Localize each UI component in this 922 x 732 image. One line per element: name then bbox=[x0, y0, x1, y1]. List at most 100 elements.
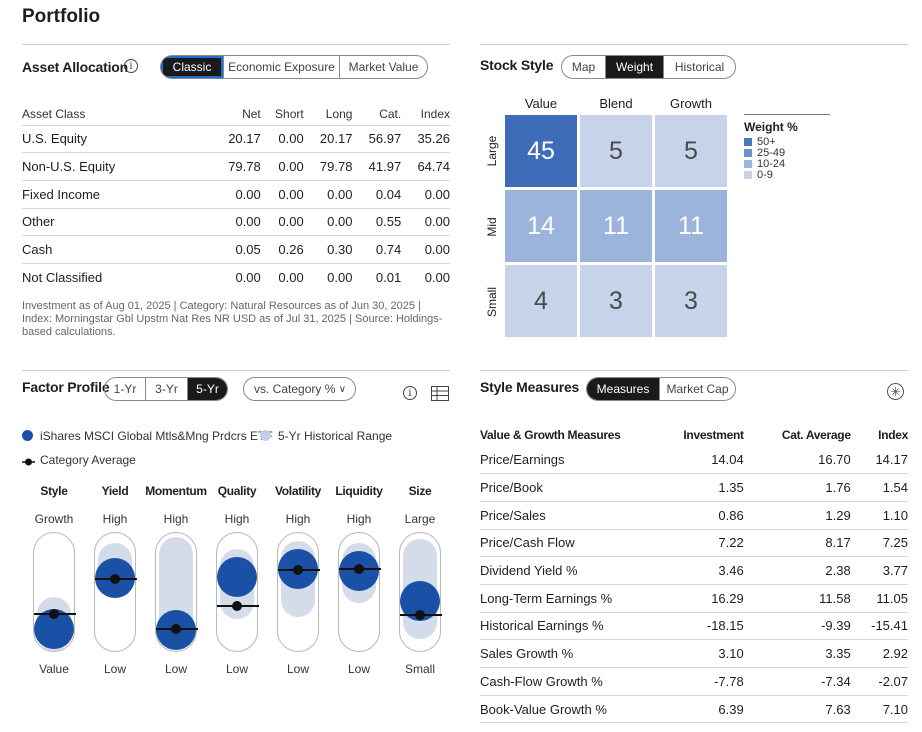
factor-top-label: Growth bbox=[34, 512, 74, 526]
table-row: Historical Earnings % -18.15 -9.39 -15.41 bbox=[480, 612, 908, 641]
measure-value-cell: -7.34 bbox=[743, 667, 851, 696]
measure-value-cell: 16.70 bbox=[743, 446, 851, 475]
column-header: Cat. bbox=[379, 106, 402, 121]
measure-name-cell: Cash-Flow Growth % bbox=[480, 667, 650, 696]
value-cell: 0.00 bbox=[401, 179, 450, 209]
style-row-large: Large bbox=[485, 135, 499, 167]
measure-value-cell: -9.39 bbox=[743, 612, 851, 641]
column-header: Index bbox=[420, 106, 450, 121]
factor-bottom-label: Small bbox=[404, 662, 435, 676]
legend-label: 50+ bbox=[757, 135, 776, 148]
divider bbox=[480, 370, 908, 371]
column-header: Long bbox=[325, 106, 353, 121]
settings-icon[interactable]: ✳ bbox=[887, 383, 904, 400]
stock-style-title: Stock Style bbox=[480, 57, 554, 73]
tab-historical[interactable]: Historical bbox=[663, 56, 735, 78]
tab-classic[interactable]: Classic bbox=[161, 56, 223, 78]
tab-1yr[interactable]: 1-Yr bbox=[113, 382, 137, 396]
measure-value-cell: 2.38 bbox=[743, 556, 851, 585]
measure-value-cell: 8.17 bbox=[743, 529, 851, 558]
legend-title: Weight % bbox=[744, 120, 798, 134]
factor-top-label: High bbox=[346, 512, 372, 526]
tab-3yr[interactable]: 3-Yr bbox=[145, 378, 187, 400]
legend-item: 10-24 bbox=[744, 158, 830, 170]
measure-value-cell: 14.04 bbox=[650, 446, 744, 475]
stock-style-tabs: Map Weight Historical bbox=[561, 55, 736, 79]
table-row: Sales Growth % 3.10 3.35 2.92 bbox=[480, 639, 908, 668]
legend-rule bbox=[744, 114, 830, 115]
chevron-down-icon: ∨ bbox=[338, 383, 347, 395]
fund-legend-label: iShares MSCI Global Mtls&Mng Prdcrs ETF bbox=[40, 429, 273, 443]
measure-name-cell: Price/Sales bbox=[480, 501, 650, 530]
divider bbox=[22, 370, 450, 371]
compare-dropdown[interactable]: vs. Category % ∨ bbox=[243, 377, 356, 401]
legend-swatch bbox=[744, 137, 752, 146]
range-legend-dot bbox=[260, 430, 271, 441]
tab-market-value[interactable]: Market Value bbox=[339, 56, 427, 78]
legend-label: 0-9 bbox=[757, 168, 773, 181]
style-box-cell: 3 bbox=[580, 265, 652, 337]
value-cell: 0.00 bbox=[303, 179, 353, 209]
measure-value-cell: 0.86 bbox=[650, 501, 744, 530]
tab-economic-exposure[interactable]: Economic Exposure bbox=[223, 56, 339, 78]
measure-value-cell: 7.63 bbox=[743, 695, 851, 724]
measure-value-cell: 1.35 bbox=[650, 473, 744, 502]
avg-legend-icon bbox=[22, 455, 35, 466]
tab-weight[interactable]: Weight bbox=[605, 56, 663, 78]
category-average-dot bbox=[171, 624, 181, 634]
divider bbox=[22, 44, 450, 45]
table-row: Long-Term Earnings % 16.29 11.58 11.05 bbox=[480, 584, 908, 613]
value-cell: 0.26 bbox=[260, 235, 304, 264]
value-cell: 35.26 bbox=[401, 124, 450, 153]
value-cell: 79.78 bbox=[303, 152, 353, 181]
tab-map[interactable]: Map bbox=[571, 60, 596, 74]
value-cell: 0.00 bbox=[212, 207, 261, 236]
measure-value-cell: 11.05 bbox=[850, 584, 908, 613]
column-header: Cat. Average bbox=[781, 427, 851, 442]
style-row-mid: Mid bbox=[485, 217, 499, 237]
tab-5yr[interactable]: 5-Yr bbox=[187, 378, 227, 400]
info-icon[interactable]: i bbox=[124, 59, 138, 73]
value-cell: 20.17 bbox=[212, 124, 261, 153]
factor-top-label: High bbox=[163, 512, 189, 526]
measure-name-cell: Long-Term Earnings % bbox=[480, 584, 650, 613]
value-cell: 0.00 bbox=[260, 152, 304, 181]
table-row: Not Classified 0.00 0.00 0.00 0.01 0.00 bbox=[22, 262, 450, 292]
factor-top-label: High bbox=[285, 512, 311, 526]
value-cell: 0.00 bbox=[260, 207, 304, 236]
style-box-cell: 45 bbox=[505, 115, 577, 187]
range-legend-label: 5-Yr Historical Range bbox=[278, 429, 393, 443]
measure-value-cell: 11.58 bbox=[743, 584, 851, 613]
table-row: Price/Cash Flow 7.22 8.17 7.25 bbox=[480, 529, 908, 558]
tab-measures[interactable]: Measures bbox=[587, 378, 659, 400]
legend-swatch bbox=[744, 170, 752, 179]
weight-legend: Weight % 50+ 25-49 10-24 0-9 bbox=[744, 114, 830, 181]
value-cell: 0.00 bbox=[303, 262, 353, 292]
value-cell: 0.00 bbox=[260, 262, 304, 292]
style-box-cell: 4 bbox=[505, 265, 577, 337]
measure-value-cell: 7.25 bbox=[850, 529, 908, 558]
style-box-cell: 3 bbox=[655, 265, 727, 337]
factor-bottom-label: Low bbox=[164, 662, 187, 676]
info-icon[interactable]: i bbox=[403, 386, 417, 400]
allocation-footnote: Investment as of Aug 01, 2025 | Category… bbox=[22, 300, 443, 338]
style-box-cell: 5 bbox=[580, 115, 652, 187]
value-cell: 0.00 bbox=[260, 179, 304, 209]
measure-value-cell: 7.22 bbox=[650, 529, 744, 558]
table-view-icon[interactable] bbox=[431, 386, 449, 401]
style-measures-tabs: Measures Market Cap bbox=[586, 377, 736, 401]
compare-dropdown-label: vs. Category % ∨ bbox=[244, 378, 355, 400]
measure-value-cell: 1.29 bbox=[743, 501, 851, 530]
table-row: Dividend Yield % 3.46 2.38 3.77 bbox=[480, 556, 908, 585]
fund-position-dot bbox=[217, 557, 257, 597]
value-cell: 64.74 bbox=[401, 152, 450, 181]
factor-gauge bbox=[216, 532, 259, 652]
category-average-dot bbox=[49, 609, 59, 619]
measure-name-cell: Price/Cash Flow bbox=[480, 529, 650, 558]
measure-value-cell: -2.07 bbox=[850, 667, 908, 696]
asset-allocation-title: Asset Allocation bbox=[22, 59, 128, 75]
factor-top-label: Large bbox=[404, 512, 436, 526]
measure-value-cell: 6.39 bbox=[650, 695, 744, 724]
tab-market-cap[interactable]: Market Cap bbox=[659, 378, 735, 400]
value-cell: 0.55 bbox=[352, 207, 402, 236]
